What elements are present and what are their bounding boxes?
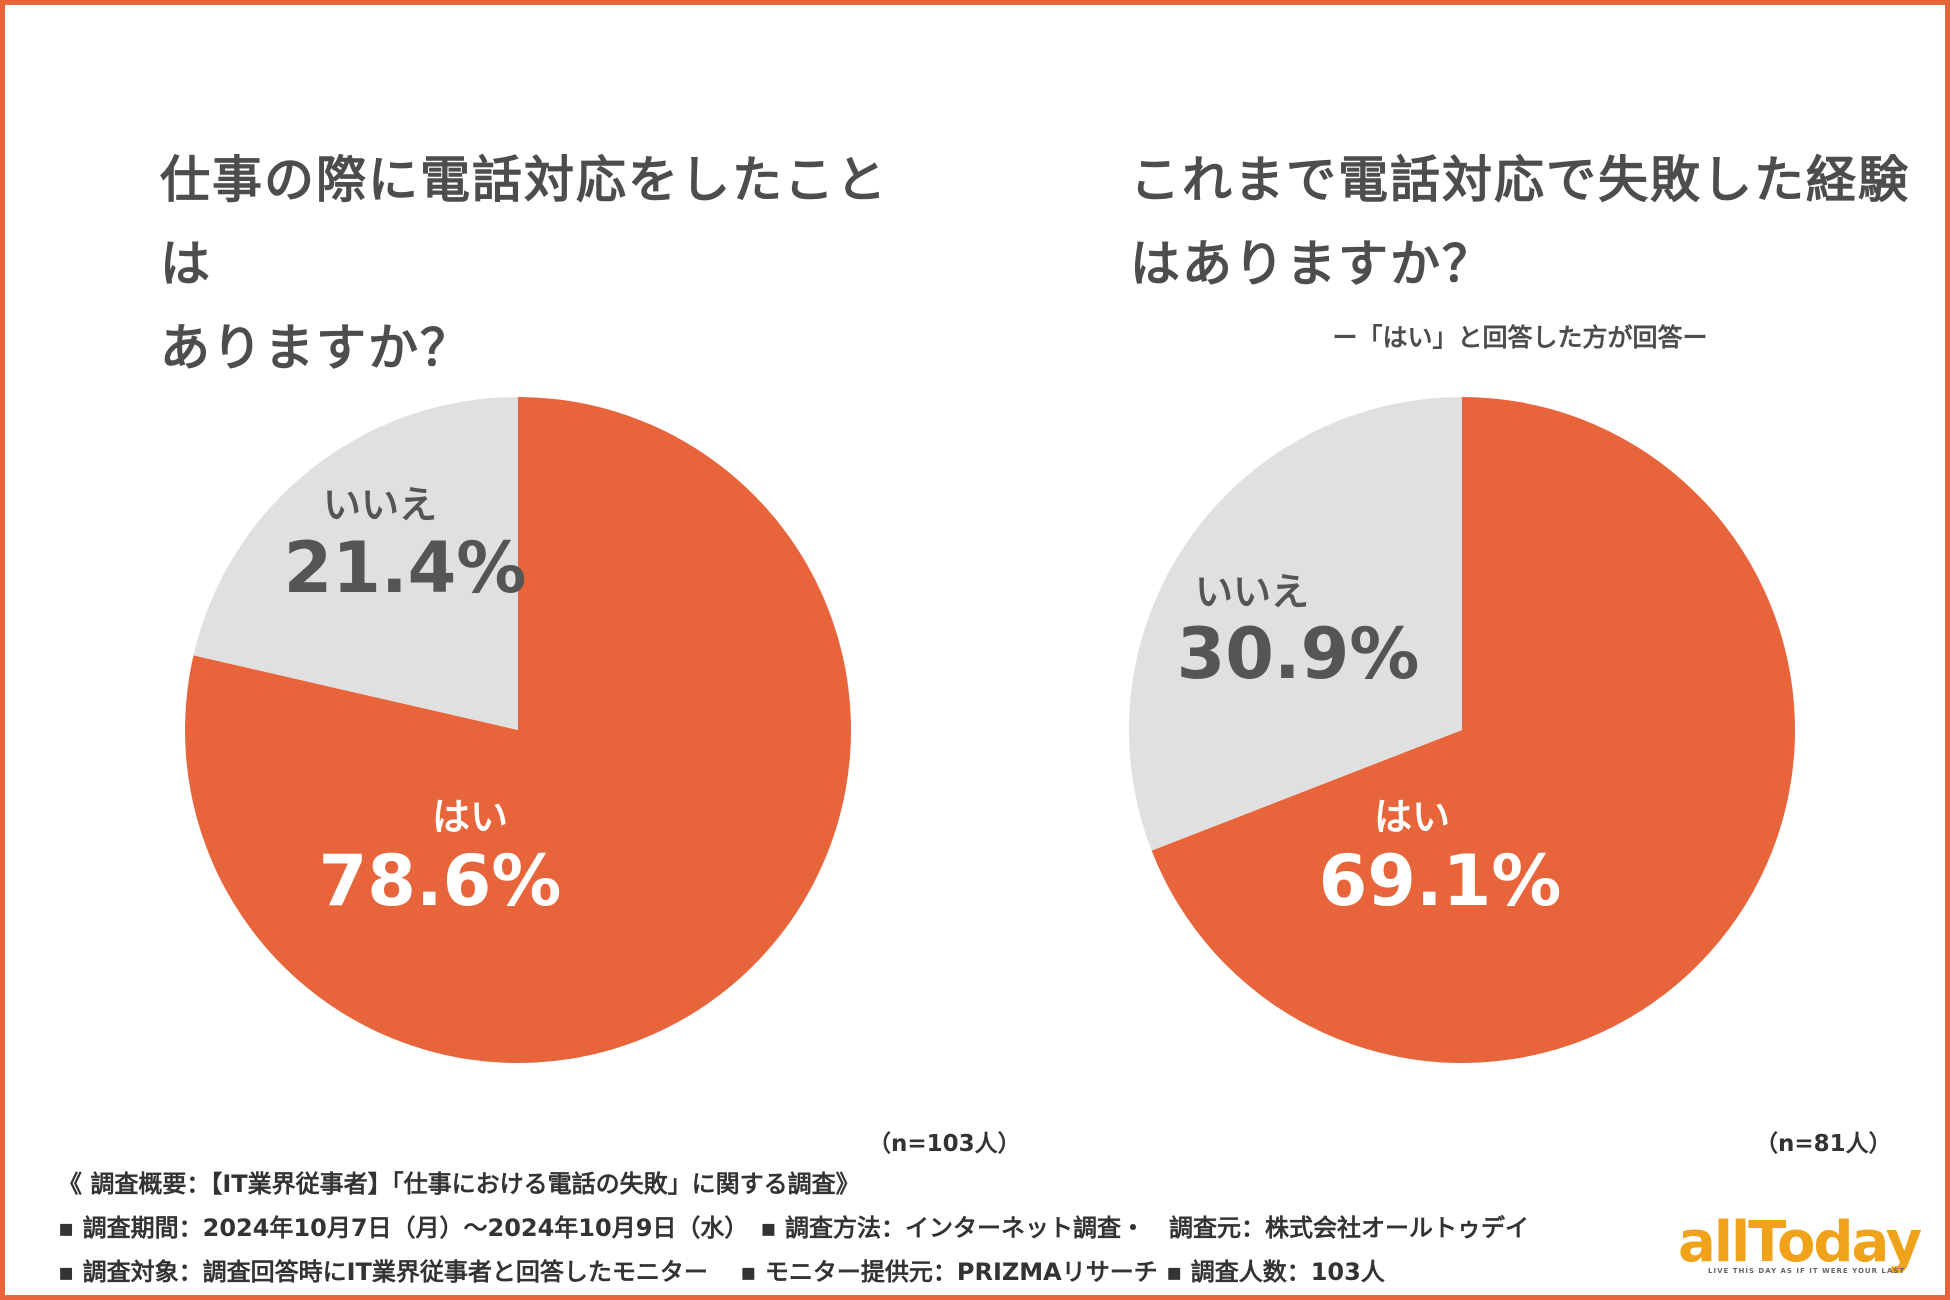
pie-right-slice-no xyxy=(1129,397,1462,851)
pie-right-value-yes: 69.1% xyxy=(1319,840,1562,922)
pie-left-label-no: いいえ xyxy=(323,483,437,527)
pie-left-slice-yes xyxy=(184,397,851,1064)
logo-tagline: LIVE THIS DAY AS IF IT WERE YOUR LAST xyxy=(1708,1267,1906,1275)
alltoday-logo: allToday LIVE THIS DAY AS IF IT WERE YOU… xyxy=(1678,1215,1928,1285)
chart-title-left-line1: 仕事の際に電話対応をしたことは xyxy=(160,151,888,293)
chart-title-right: これまで電話対応で失敗した経験 はありますか？ xyxy=(1130,138,1910,306)
chart-title-right-line1: これまで電話対応で失敗した経験 xyxy=(1130,151,1910,209)
pie-right-label-no: いいえ xyxy=(1195,570,1309,614)
sample-size-left: （n=103人） xyxy=(868,1131,1021,1157)
chart-title-left: 仕事の際に電話対応をしたことは ありますか？ xyxy=(160,138,920,390)
chart-subtitle-right: ー「はい」と回答した方が回答ー xyxy=(1332,323,1708,352)
pie-right-slice-yes xyxy=(1151,397,1795,1063)
pie-left-value-yes: 78.6% xyxy=(319,840,562,922)
logo-wordmark: allToday xyxy=(1678,1210,1922,1275)
chart-title-right-line2: はありますか？ xyxy=(1130,235,1494,293)
survey-overview-line2: ▪ 調査対象：調査回答時にIT業界従事者と回答したモニター ▪ モニター提供元：… xyxy=(58,1258,1385,1286)
pie-right-value-no: 30.9% xyxy=(1177,613,1420,695)
chart-title-left-line2: ありますか？ xyxy=(160,319,472,377)
survey-overview-heading: 《 調査概要：【IT業界従事者】「仕事における電話の失敗」に関する調査》 xyxy=(58,1170,860,1198)
sample-size-right: （n=81人） xyxy=(1755,1131,1892,1157)
pie-right-label-yes: はい xyxy=(1374,795,1450,839)
pie-left-slice-no xyxy=(193,397,518,730)
pie-left-label-yes: はい xyxy=(432,795,508,839)
pie-left-value-no: 21.4% xyxy=(284,527,527,609)
survey-overview-line1: ▪ 調査期間：2024年10月7日（月）〜2024年10月9日（水） ▪ 調査方… xyxy=(58,1214,1530,1242)
